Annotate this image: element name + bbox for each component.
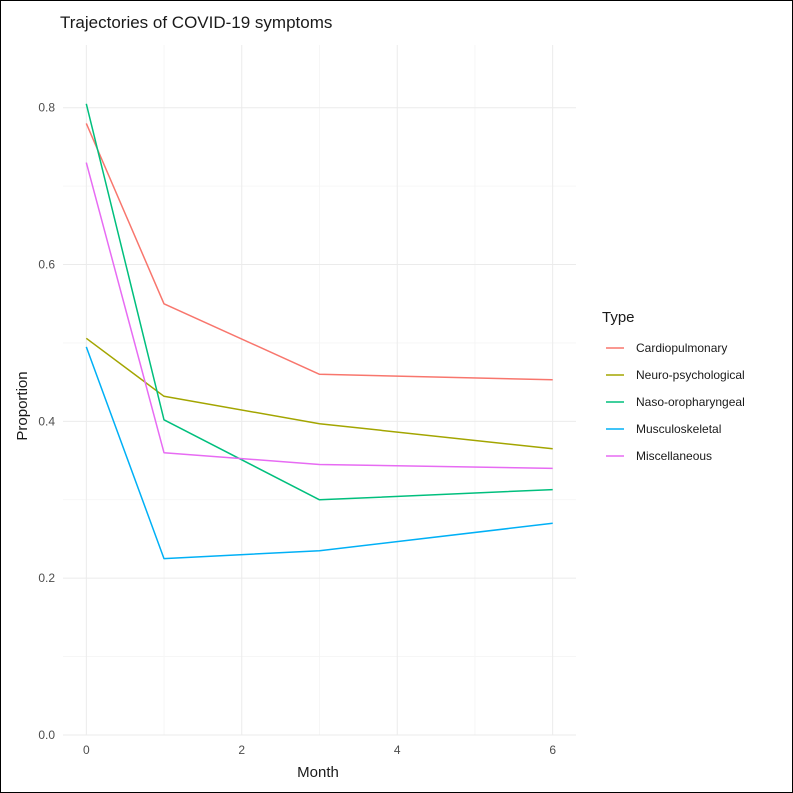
y-axis-title: Proportion <box>14 371 31 440</box>
legend-label: Naso-oropharyngeal <box>636 395 745 409</box>
x-tick-label: 6 <box>549 743 556 757</box>
legend-label: Neuro-psychological <box>636 368 745 382</box>
x-tick-label: 0 <box>83 743 90 757</box>
y-tick-label: 0.8 <box>38 101 55 115</box>
y-tick-label: 0.2 <box>38 571 55 585</box>
legend-label: Miscellaneous <box>636 449 712 463</box>
y-tick-label: 0.6 <box>38 258 55 272</box>
x-tick-label: 2 <box>238 743 245 757</box>
legend-label: Cardiopulmonary <box>636 341 727 355</box>
legend: Type Cardiopulmonary Neuro-psychological N… <box>602 309 745 463</box>
y-axis-ticks: 0.0 0.2 0.4 0.6 0.8 <box>38 101 55 742</box>
x-axis-title: Month <box>297 764 339 781</box>
series-line-neuro-psychological <box>85 337 553 450</box>
chart-title: Trajectories of COVID-19 symptoms <box>60 13 332 32</box>
series-line-miscellaneous <box>85 162 553 470</box>
x-axis-ticks: 0 2 4 6 <box>83 743 556 757</box>
y-tick-label: 0.0 <box>38 728 55 742</box>
legend-label: Musculoskeletal <box>636 422 721 436</box>
series-line-naso-oropharyngeal <box>85 103 553 501</box>
grid <box>63 45 576 736</box>
series-line-musculoskeletal <box>85 346 553 560</box>
series-line-cardiopulmonary <box>85 123 553 381</box>
series-lines <box>85 103 553 560</box>
x-tick-label: 4 <box>394 743 401 757</box>
legend-title: Type <box>602 309 635 326</box>
y-tick-label: 0.4 <box>38 414 55 428</box>
